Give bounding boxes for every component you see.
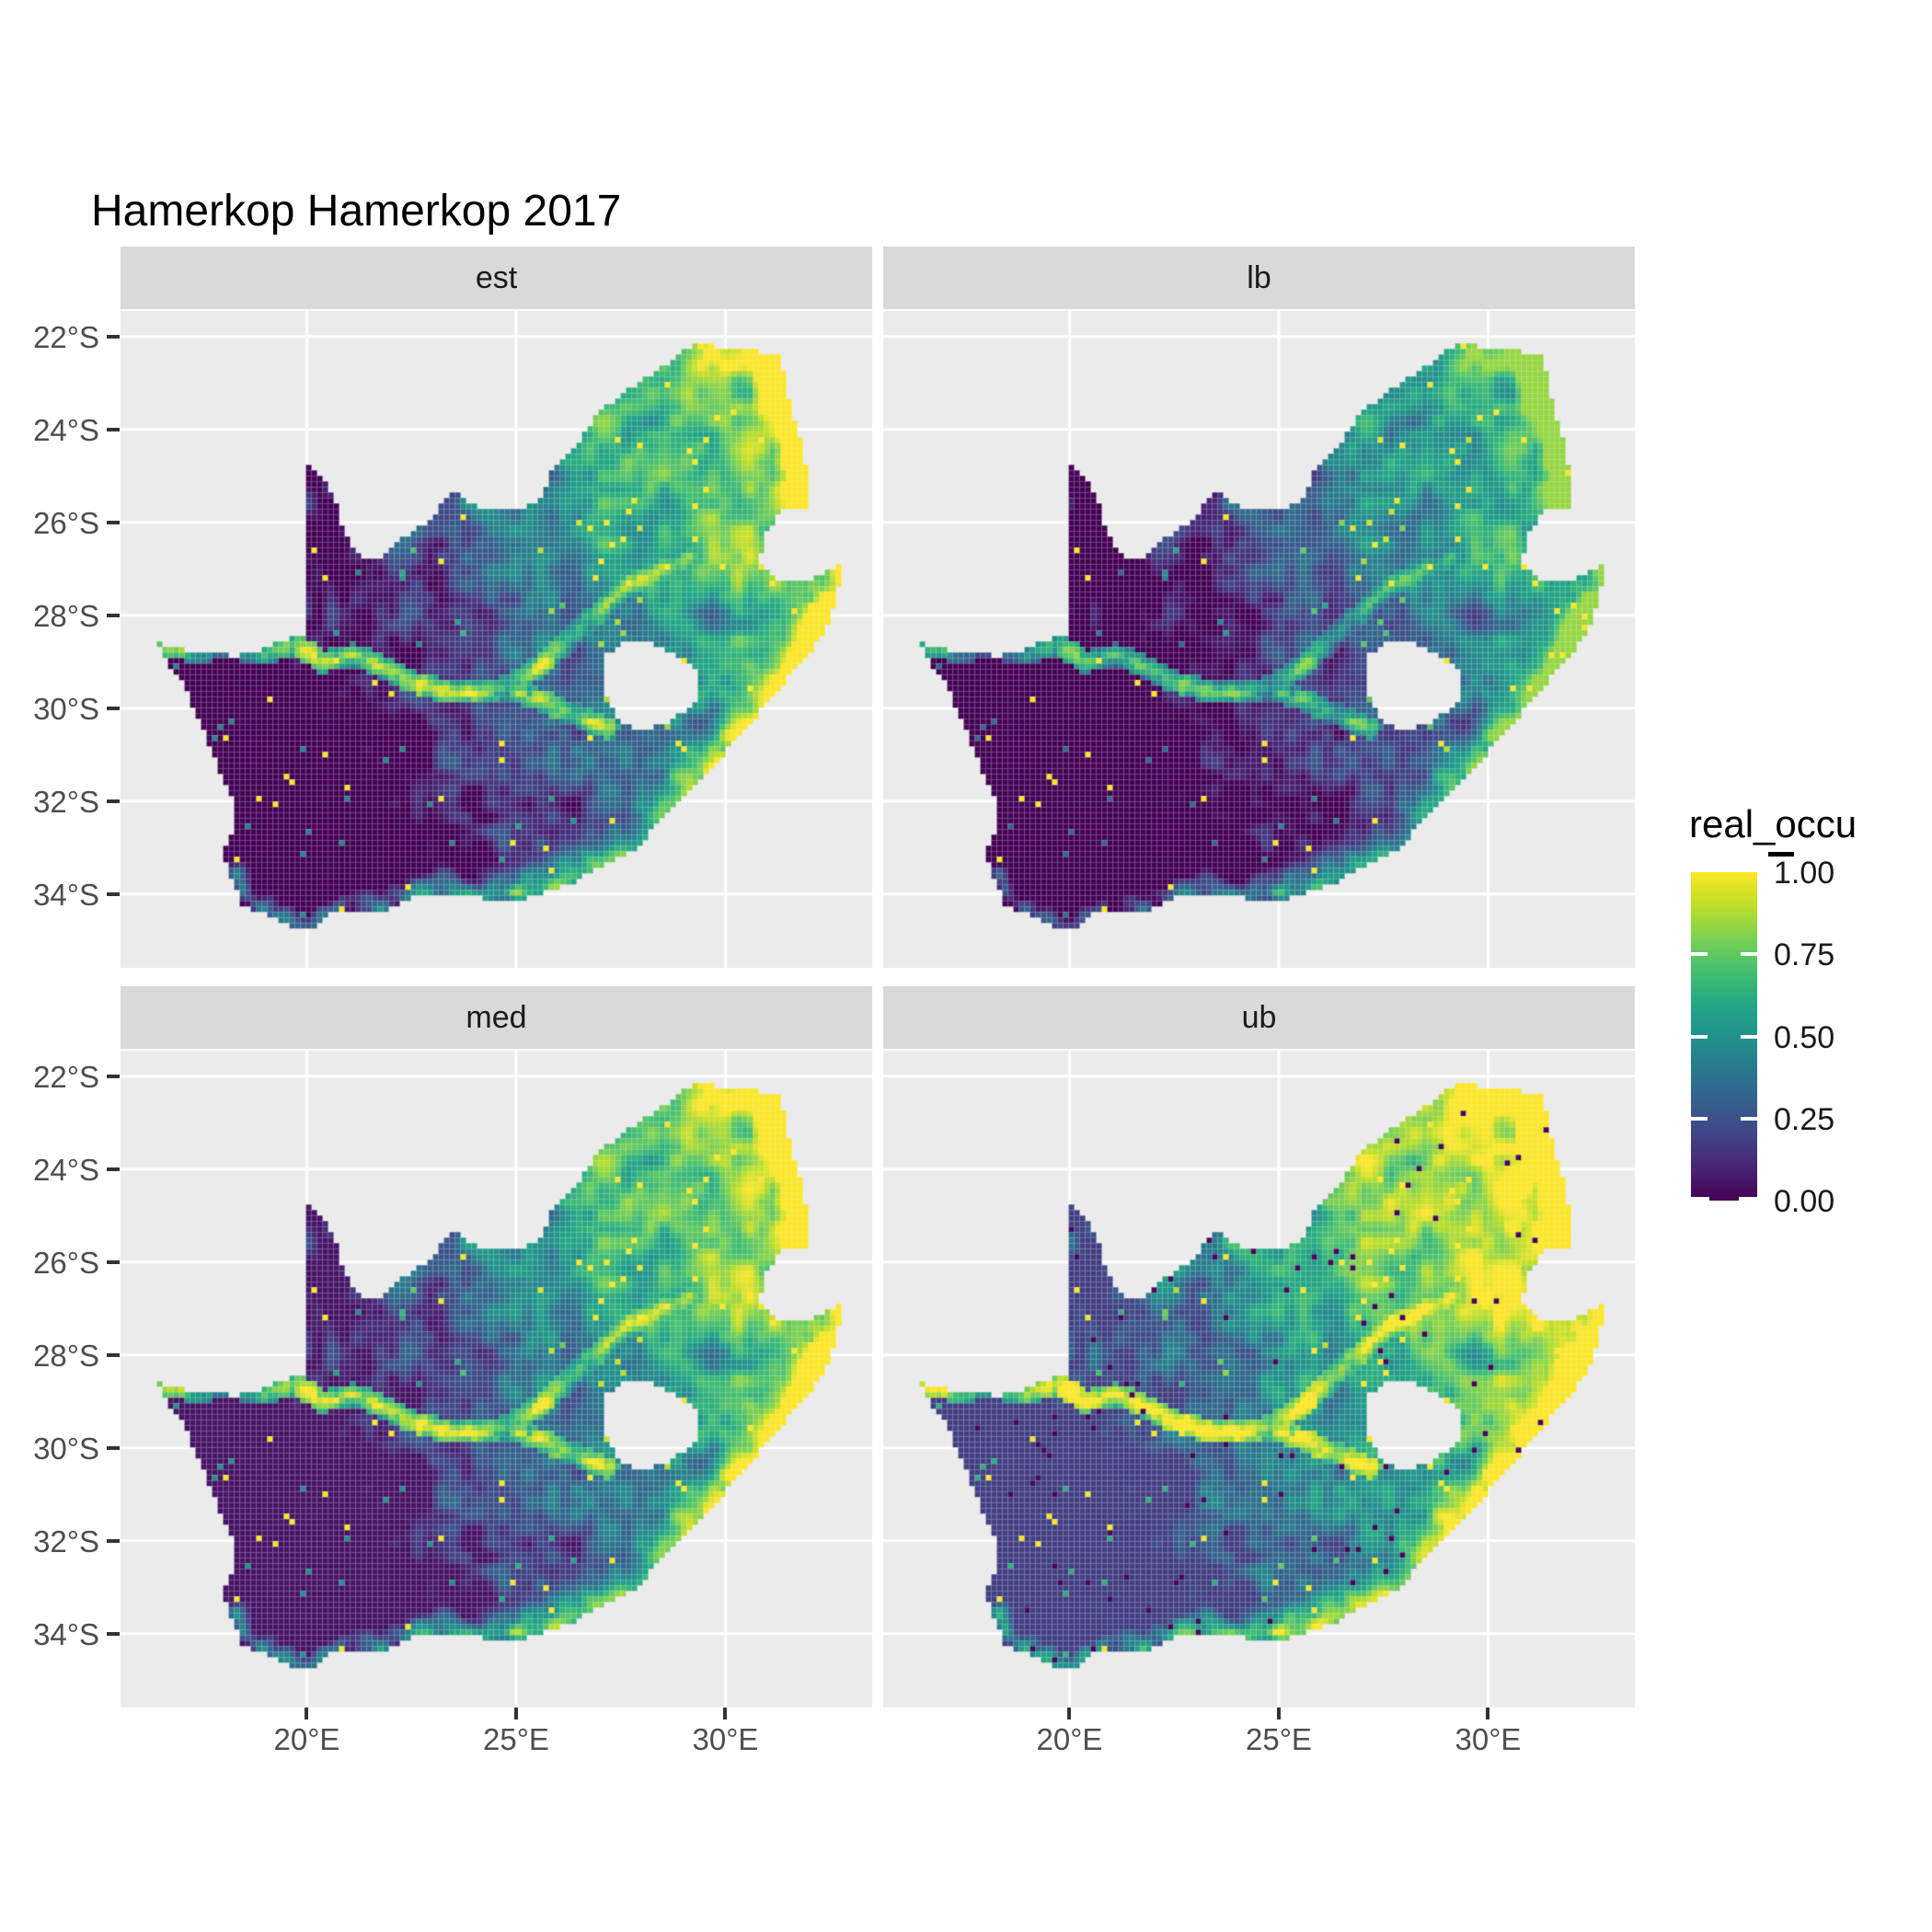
y-axis-tick [107, 1538, 120, 1543]
legend-colorbar-tick [1741, 1116, 1757, 1121]
facet-strip-label-med: med [466, 1000, 527, 1035]
y-axis-tick [107, 1167, 120, 1171]
x-axis-label-30°E: 30°E [1455, 1722, 1522, 1756]
legend-tick-label-1.00: 1.00 [1774, 856, 1835, 891]
y-axis-tick [107, 799, 120, 803]
y-axis-tick [107, 1259, 120, 1264]
legend-colorbar-tick [1691, 952, 1708, 957]
facet-strip-label-ub: ub [1241, 1000, 1277, 1035]
facet-strip-med: med [121, 986, 872, 1049]
y-axis-label-30°S: 30°S [33, 691, 99, 726]
y-axis-label-24°S: 24°S [33, 1152, 99, 1187]
y-axis-label-26°S: 26°S [33, 1245, 99, 1280]
legend-tick-label-0.50: 0.50 [1774, 1019, 1835, 1055]
facet-strip-est: est [121, 247, 872, 309]
x-axis-label-25°E: 25°E [483, 1722, 549, 1756]
y-axis-label-32°S: 32°S [33, 784, 99, 819]
y-axis-tick [107, 891, 120, 896]
y-axis-tick [107, 520, 120, 524]
x-axis-tick [723, 1708, 728, 1719]
legend-title: real_occu [1689, 802, 1857, 845]
y-axis-tick [107, 1445, 120, 1450]
y-axis-label-30°S: 30°S [33, 1431, 99, 1466]
facet-strip-lb: lb [883, 247, 1635, 309]
y-axis-tick [107, 1352, 120, 1357]
legend-colorbar-tick [1691, 1034, 1708, 1039]
map-canvas-ub [883, 1051, 1635, 1708]
legend-tick-label-0.25: 0.25 [1774, 1101, 1835, 1137]
x-axis-label-20°E: 20°E [1036, 1722, 1103, 1756]
x-axis-tick [1067, 1708, 1072, 1719]
legend-top-tick [1768, 852, 1794, 857]
y-axis-label-28°S: 28°S [33, 1338, 99, 1373]
y-axis-label-22°S: 22°S [33, 319, 99, 354]
y-axis-tick [107, 1631, 120, 1636]
y-axis-tick [107, 1074, 120, 1078]
facet-strip-label-est: est [475, 260, 518, 295]
y-axis-label-22°S: 22°S [33, 1059, 99, 1094]
facet-panel-med [121, 1051, 872, 1708]
map-canvas-med [121, 1051, 872, 1708]
facet-strip-ub: ub [883, 986, 1635, 1049]
facet-strip-label-lb: lb [1247, 260, 1271, 295]
y-axis-label-34°S: 34°S [33, 877, 99, 912]
legend-colorbar-tick [1741, 1034, 1757, 1039]
map-canvas-est [121, 311, 872, 968]
facet-panel-est [121, 311, 872, 968]
x-axis-label-20°E: 20°E [273, 1722, 340, 1756]
y-axis-tick [107, 613, 120, 617]
legend-colorbar-tick [1691, 1116, 1708, 1121]
x-axis-tick [305, 1708, 309, 1719]
y-axis-label-34°S: 34°S [33, 1616, 99, 1651]
x-axis-tick [1486, 1708, 1490, 1719]
legend-colorbar-tick [1741, 952, 1757, 957]
x-axis-tick [1276, 1708, 1281, 1719]
plot-title: Hamerkop Hamerkop 2017 [91, 187, 622, 236]
y-axis-label-24°S: 24°S [33, 412, 99, 447]
legend-colorbar-tick-bottom [1691, 1197, 1709, 1201]
x-axis-label-25°E: 25°E [1246, 1722, 1312, 1756]
y-axis-label-28°S: 28°S [33, 598, 99, 633]
y-axis-label-32°S: 32°S [33, 1524, 99, 1558]
legend-tick-label-0.00: 0.00 [1774, 1184, 1835, 1219]
x-axis-tick [513, 1708, 518, 1719]
map-canvas-lb [883, 311, 1635, 968]
y-axis-tick [107, 427, 120, 431]
y-axis-label-26°S: 26°S [33, 505, 99, 540]
y-axis-tick [107, 334, 120, 339]
facet-panel-lb [883, 311, 1635, 968]
legend-tick-label-0.75: 0.75 [1774, 937, 1835, 973]
facet-panel-ub [883, 1051, 1635, 1708]
x-axis-label-30°E: 30°E [692, 1722, 759, 1756]
legend-colorbar-tick-bottom [1739, 1197, 1757, 1201]
y-axis-tick [107, 706, 120, 710]
